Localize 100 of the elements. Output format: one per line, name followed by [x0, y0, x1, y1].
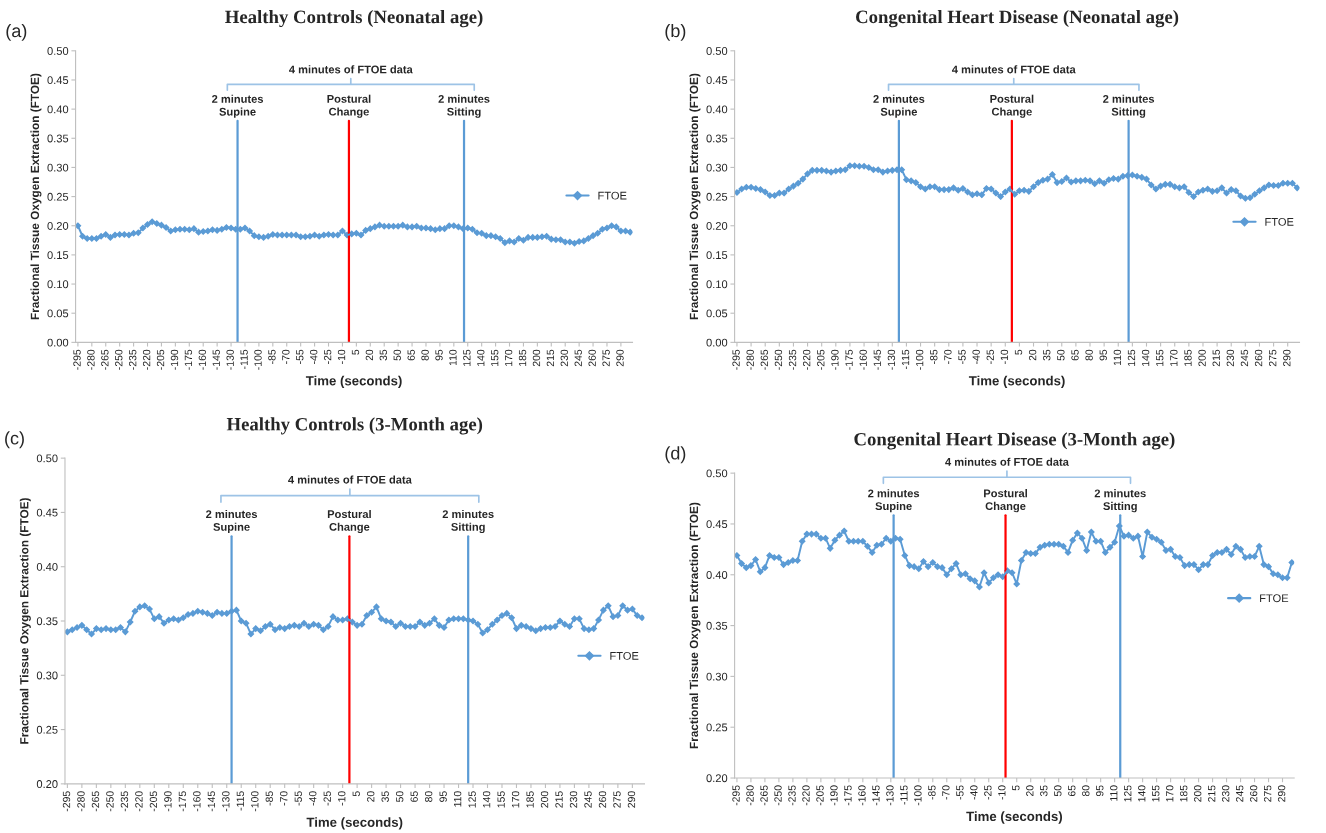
x-tick-label: 275 [1263, 785, 1272, 802]
x-tick-label: -130 [226, 349, 234, 370]
x-tick-label: 125 [463, 349, 471, 366]
x-tick-label: 230 [569, 791, 578, 808]
x-tick-label: -250 [115, 349, 123, 370]
y-tick-label: 0.30 [706, 163, 728, 172]
x-axis-title: Time (seconds) [305, 375, 402, 389]
x-tick-label: -100 [915, 349, 924, 370]
x-tick-label: 35 [381, 791, 389, 802]
x-tick-label: -250 [774, 349, 783, 370]
y-tick-label: 0.40 [47, 105, 69, 114]
x-tick-label: -295 [732, 349, 740, 370]
y-tick-label: 0.40 [706, 571, 728, 579]
x-tick-label: -280 [746, 785, 754, 806]
x-tick-label: -100 [251, 791, 259, 812]
y-tick-label: 0.50 [36, 454, 58, 463]
y-tick-label: 0.25 [706, 192, 728, 201]
x-tick-label: 155 [1156, 349, 1164, 366]
x-tick-label: -160 [193, 791, 201, 812]
x-tick-label: 155 [1152, 785, 1160, 802]
chart-title: Healthy Controls (3-Month age) [226, 417, 483, 435]
x-tick-label: -40 [310, 349, 318, 364]
y-tick-label: 0.45 [47, 76, 69, 85]
x-tick-label: -160 [859, 349, 867, 370]
x-tick-label: -175 [844, 785, 852, 806]
x-tick-label: -145 [212, 349, 220, 370]
x-tick-label: -190 [831, 349, 839, 370]
x-tick-label: -130 [222, 791, 230, 812]
x-tick-label: -235 [120, 791, 129, 812]
x-tick-label: -220 [135, 791, 143, 812]
x-tick-label: 170 [1170, 349, 1178, 366]
x-tick-label: -205 [149, 791, 158, 812]
x-tick-label: 260 [1249, 785, 1258, 802]
x-tick-label: -280 [77, 791, 85, 812]
x-tick-label: 215 [546, 349, 555, 367]
x-tick-label: 260 [588, 349, 596, 367]
x-tick-label: -205 [817, 349, 825, 370]
x-tick-label: -100 [914, 785, 922, 806]
ref-line-label: 2 minutes Sitting [1094, 489, 1146, 513]
x-tick-label: -10 [998, 785, 1006, 800]
x-axis-title: Time (seconds) [306, 817, 403, 830]
x-tick-label: 95 [435, 349, 443, 361]
x-tick-label: -145 [207, 791, 216, 812]
y-tick-label: 0.10 [706, 280, 728, 289]
x-tick-label: -115 [900, 785, 908, 805]
y-tick-label: 0.25 [47, 192, 69, 201]
x-tick-label: 110 [1110, 785, 1118, 801]
y-tick-label: 0.25 [36, 725, 58, 734]
x-tick-label: 170 [511, 791, 520, 808]
x-tick-label: 20 [365, 349, 374, 361]
y-tick-label: 0.25 [706, 723, 728, 732]
x-tick-label: -280 [87, 349, 95, 370]
annotation: 4 minutes of FTOE data [951, 65, 1076, 74]
ref-line-label: 2 minutes Sitting [438, 94, 490, 118]
x-tick-label: -250 [106, 791, 114, 812]
x-tick-label: -40 [309, 791, 317, 806]
x-tick-label: -175 [178, 791, 187, 812]
legend-label: FTOE [598, 191, 627, 200]
x-tick-label: 80 [421, 349, 429, 361]
y-tick-label: 0.35 [706, 621, 728, 630]
x-tick-label: -115 [240, 349, 248, 369]
y-tick-label: 0.15 [706, 251, 728, 260]
x-tick-label: 170 [1166, 785, 1174, 802]
x-tick-label: 95 [1099, 349, 1107, 361]
chart-title: Healthy Controls (Neonatal age) [225, 10, 483, 28]
x-tick-label: 5 [352, 791, 360, 797]
x-tick-label: 125 [1124, 785, 1132, 802]
y-tick-label: 0.20 [706, 222, 728, 230]
x-tick-label: 200 [532, 349, 541, 367]
x-tick-label: -10 [337, 349, 346, 364]
x-tick-label: 50 [396, 791, 404, 802]
annotation: 4 minutes of FTOE data [289, 65, 413, 74]
x-tick-label: 215 [1212, 349, 1220, 367]
x-tick-label: 245 [1240, 349, 1249, 367]
x-tick-label: -115 [901, 349, 910, 369]
legend-label: FTOE [1265, 217, 1294, 226]
x-tick-label: 230 [560, 349, 568, 367]
x-tick-label: -265 [760, 349, 768, 370]
y-tick-label: 0.00 [47, 338, 69, 347]
chart-title: Congenital Heart Disease (Neonatal age) [856, 10, 1179, 28]
y-tick-label: 0.45 [706, 520, 728, 529]
x-tick-label: 275 [1269, 349, 1277, 367]
x-tick-label: 50 [1054, 785, 1062, 797]
x-tick-label: 65 [1068, 785, 1076, 797]
x-tick-label: -295 [73, 349, 81, 370]
x-tick-label: 230 [1221, 785, 1230, 802]
x-tick-label: 185 [1184, 349, 1192, 366]
x-tick-label: 65 [1071, 349, 1079, 361]
x-tick-label: 110 [449, 349, 457, 366]
y-tick-label: 0.00 [706, 338, 728, 347]
legend-label: FTOE [610, 651, 639, 660]
text: 4 minutes of FTOE data [945, 457, 1069, 466]
x-tick-label: -55 [958, 349, 966, 364]
ref-line-label: 2 minutes Supine [868, 489, 920, 513]
x-tick-label: -25 [323, 791, 331, 806]
x-tick-label: 80 [1082, 785, 1090, 797]
x-tick-label: 125 [1127, 349, 1136, 366]
y-axis-title: Fractional Tissue Oxygen Extraction (FTOE) [19, 498, 31, 744]
y-tick-label: 0.20 [706, 774, 728, 783]
x-tick-label: 245 [584, 791, 592, 808]
